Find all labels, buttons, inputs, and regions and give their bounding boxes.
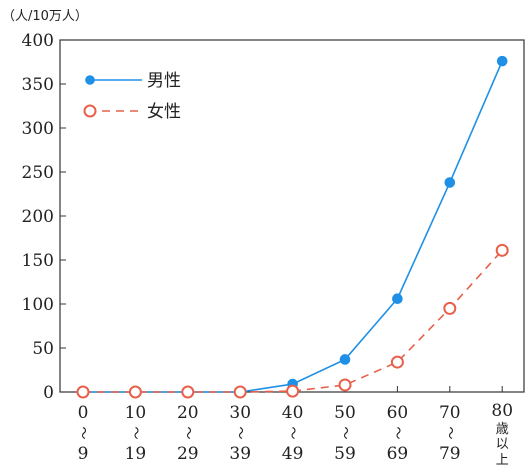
- data-point-female: [338, 378, 352, 392]
- plot-frame: [59, 39, 525, 393]
- data-point-male: [392, 293, 403, 305]
- legend-label: 男性: [147, 71, 181, 91]
- legend-label: 女性: [147, 102, 181, 122]
- series-line-male: [83, 60, 503, 393]
- x-tick-label-start: 30: [229, 403, 251, 423]
- y-tick-label: 50: [32, 339, 54, 359]
- x-tick-label-end: 79: [439, 444, 461, 464]
- x-tick-range-mark: 〜: [180, 426, 195, 439]
- x-tick-label-start: 70: [439, 403, 461, 423]
- x-tick-label-end: 59: [334, 444, 356, 464]
- x-tick-label-start: 40: [282, 403, 304, 423]
- x-tick-range-mark: 〜: [442, 426, 457, 439]
- x-tick-label-end: 9: [78, 444, 89, 464]
- y-tick-label: 400: [22, 31, 54, 51]
- y-tick-label: 0: [43, 383, 54, 403]
- x-tick-label-part: 以: [496, 437, 509, 452]
- series-layer: [76, 55, 509, 399]
- data-point-female: [495, 243, 509, 257]
- x-tick-label-part: 上: [496, 453, 509, 466]
- y-tick-label: 250: [22, 163, 54, 183]
- y-tick-label: 150: [22, 251, 54, 271]
- x-tick-range-mark: 〜: [337, 426, 352, 439]
- x-tick-label-start: 0: [78, 403, 89, 423]
- x-tick-label-end: 19: [125, 444, 147, 464]
- data-point-female: [181, 385, 195, 399]
- legend-marker-female: [83, 104, 97, 118]
- x-tick-label-end: 39: [229, 444, 251, 464]
- data-point-female: [233, 385, 247, 399]
- data-point-male: [496, 55, 508, 67]
- x-tick-range-mark: 〜: [232, 426, 247, 439]
- x-tick-range-mark: 〜: [285, 426, 300, 439]
- y-axis-unit-label: （人/10万人）: [2, 9, 88, 24]
- data-point-male: [444, 177, 456, 188]
- y-axis: 0 50 100 150 200 250 300 350 400: [22, 31, 66, 403]
- y-tick-label: 100: [22, 295, 54, 315]
- x-tick-label-start: 20: [177, 403, 199, 423]
- x-tick-range-mark: 〜: [75, 426, 90, 439]
- x-tick-label-part: 歳: [496, 422, 509, 437]
- x-tick-label-end: 69: [387, 444, 409, 464]
- x-tick-label-end: 49: [282, 444, 304, 464]
- x-tick-label-end: 29: [177, 444, 199, 464]
- data-point-female: [286, 384, 300, 398]
- x-tick-label-start: 50: [334, 403, 356, 423]
- y-tick-label: 300: [22, 119, 54, 139]
- x-tick-label-start: 10: [125, 403, 147, 423]
- y-tick-label: 200: [22, 207, 54, 227]
- x-axis: 0 〜 9 10 〜 19 20 〜 29 30 〜 39 40 〜 49 50 〜 59 60 〜 69 70 〜 79 80…: [75, 386, 513, 466]
- data-point-female: [128, 385, 142, 399]
- data-point-female: [76, 385, 90, 399]
- data-point-female: [443, 301, 457, 315]
- x-tick-label-part: 80: [491, 401, 513, 421]
- x-tick-range-mark: 〜: [127, 426, 142, 439]
- data-point-female: [390, 355, 404, 369]
- y-tick-label: 350: [22, 75, 54, 95]
- x-tick-range-mark: 〜: [389, 426, 404, 439]
- x-tick-label-start: 60: [387, 403, 409, 423]
- legend-marker-male: [85, 75, 95, 85]
- series-line-female: [83, 249, 503, 393]
- data-point-male: [339, 354, 351, 365]
